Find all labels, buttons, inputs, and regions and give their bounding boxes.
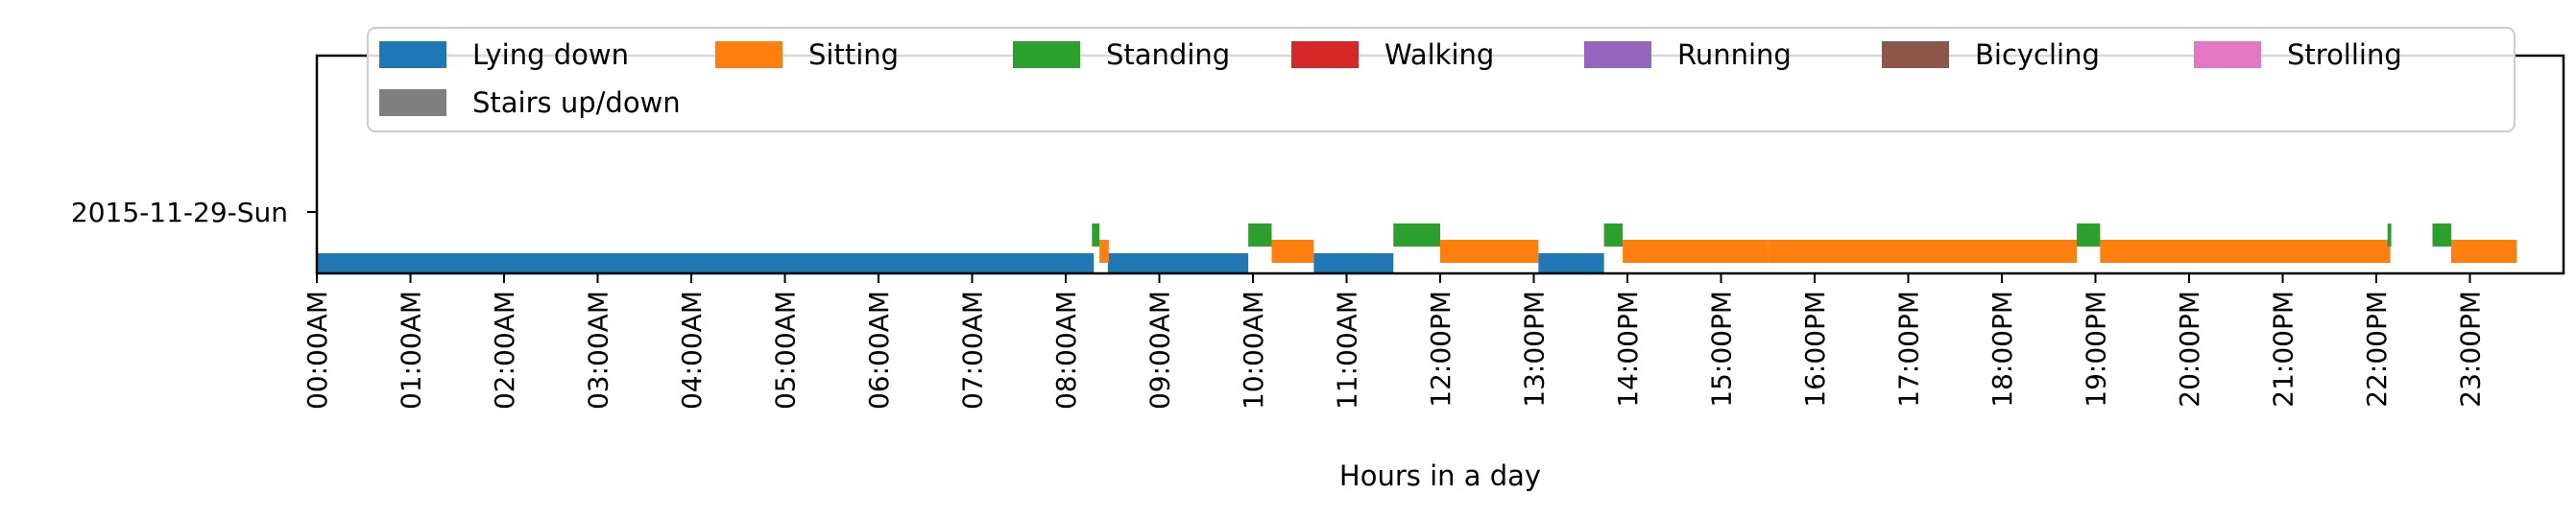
x-tick-label: 20:00PM bbox=[2174, 291, 2205, 408]
bar-lying-down bbox=[1313, 253, 1394, 272]
bar-sitting bbox=[2451, 240, 2517, 263]
legend-label-standing: Standing bbox=[1106, 38, 1230, 71]
bar-standing bbox=[1092, 224, 1100, 247]
x-tick-label: 18:00PM bbox=[1986, 291, 2018, 408]
bar-standing bbox=[1393, 224, 1440, 247]
bar-standing bbox=[1603, 224, 1624, 247]
legend-label-sitting: Sitting bbox=[808, 38, 899, 71]
x-tick-label: 15:00PM bbox=[1706, 291, 1738, 408]
x-tick-label: 07:00AM bbox=[957, 291, 989, 410]
x-tick-label: 14:00PM bbox=[1612, 291, 1644, 408]
x-tick-label: 04:00AM bbox=[676, 291, 708, 410]
x-tick-label: 00:00AM bbox=[301, 291, 333, 410]
x-tick-label: 08:00AM bbox=[1050, 291, 1082, 410]
x-tick-label: 01:00AM bbox=[396, 291, 427, 410]
bar-standing bbox=[2387, 224, 2392, 247]
bar-standing bbox=[2432, 224, 2451, 247]
bar-sitting bbox=[1099, 240, 1109, 263]
legend-swatch-walking bbox=[1291, 41, 1359, 68]
legend-swatch-sitting bbox=[715, 41, 782, 68]
bar-sitting bbox=[1440, 240, 1539, 263]
legend-label-stairs-up-down: Stairs up/down bbox=[472, 86, 681, 119]
x-tick-label: 23:00PM bbox=[2455, 291, 2487, 408]
activity-bars bbox=[317, 224, 2517, 272]
legend-swatch-stairs-up-down bbox=[379, 89, 446, 116]
bar-sitting bbox=[1768, 240, 2077, 263]
legend-label-strolling: Strolling bbox=[2287, 38, 2402, 71]
x-tick-label: 21:00PM bbox=[2268, 291, 2299, 408]
y-tick-label: 2015-11-29-Sun bbox=[71, 197, 288, 228]
bar-standing bbox=[1248, 224, 1272, 247]
legend-label-walking: Walking bbox=[1384, 38, 1494, 71]
x-tick-label: 10:00AM bbox=[1238, 291, 1269, 410]
x-tick-label: 03:00AM bbox=[583, 291, 614, 410]
bar-lying-down bbox=[1107, 253, 1249, 272]
bar-lying-down bbox=[317, 253, 1095, 272]
x-tick-label: 09:00AM bbox=[1144, 291, 1176, 410]
legend-box bbox=[367, 27, 2516, 132]
x-tick-label: 19:00PM bbox=[2081, 291, 2112, 408]
legend: Lying down Sitting Standing Walking Running B… bbox=[367, 27, 2516, 132]
x-tick-label: 12:00PM bbox=[1425, 291, 1457, 408]
x-tick-label: 22:00PM bbox=[2361, 291, 2393, 408]
bar-lying-down bbox=[1538, 253, 1604, 272]
x-tick-label: 16:00PM bbox=[1799, 291, 1831, 408]
x-tick-label: 13:00PM bbox=[1519, 291, 1551, 408]
x-axis-label: Hours in a day bbox=[1339, 459, 1541, 492]
legend-swatch-lying-down bbox=[379, 41, 446, 68]
legend-swatch-bicycling bbox=[1882, 41, 1949, 68]
x-tick-label: 17:00PM bbox=[1893, 291, 1925, 408]
bar-standing bbox=[2077, 224, 2101, 247]
x-tick-label: 05:00AM bbox=[770, 291, 802, 410]
bar-sitting bbox=[1271, 240, 1314, 263]
x-tick-label: 06:00AM bbox=[863, 291, 895, 410]
legend-swatch-strolling bbox=[2194, 41, 2261, 68]
legend-swatch-running bbox=[1584, 41, 1651, 68]
x-tick-label: 11:00AM bbox=[1332, 291, 1363, 410]
x-axis: 00:00AM 01:00AM 02:00AM 03:00AM 04:00AM 05:00… bbox=[301, 273, 2487, 410]
legend-label-bicycling: Bicycling bbox=[1975, 38, 2100, 71]
y-axis: 2015-11-29-Sun bbox=[71, 197, 317, 228]
legend-label-running: Running bbox=[1677, 38, 1792, 71]
x-tick-label: 02:00AM bbox=[489, 291, 520, 410]
bar-sitting bbox=[2100, 240, 2391, 263]
legend-swatch-standing bbox=[1013, 41, 1080, 68]
legend-label-lying-down: Lying down bbox=[472, 38, 629, 71]
bar-sitting bbox=[1623, 240, 1769, 263]
